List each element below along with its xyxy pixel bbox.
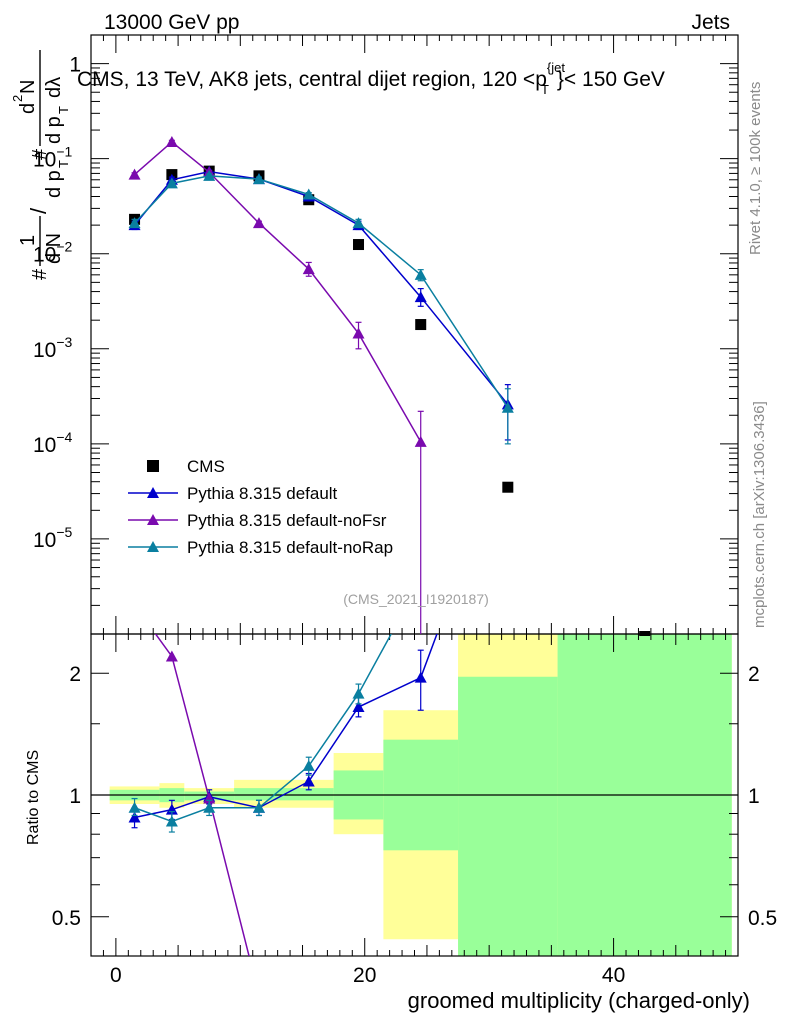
main-pythia-8-315-default-nofsr-point <box>252 217 265 229</box>
main-y-tick-label: 1 <box>69 54 81 77</box>
x-axis-label: groomed multiplicity (charged-only) <box>408 988 750 1013</box>
main-cms-point <box>353 239 365 251</box>
ratio-pythia-8-315-default-point <box>302 775 315 787</box>
main-pythia-8-315-default-norap-line <box>134 175 509 409</box>
svg-text:d p: d p <box>43 170 65 198</box>
cms-point-overflow <box>639 631 651 636</box>
y-axis-label-main: # 1 d N / d p T # d 2 N d p T dλ <box>10 50 71 280</box>
main-y-tick-label: 10−4 <box>33 429 73 457</box>
rivet-version-label: Rivet 4.1.0, ≥ 100k events <box>747 82 764 255</box>
x-tick-label: 0 <box>110 964 122 987</box>
x-tick-label: 40 <box>602 964 625 987</box>
ratio-y-tick-label: 0.5 <box>52 907 81 930</box>
legend-entry-label: Pythia 8.315 default <box>187 484 338 503</box>
main-y-tick-label: 10−5 <box>33 524 73 552</box>
axes: 1 10−1 10−2 10−3 10−4 10−5 0 20 40 0.5 0.5 1 1 2 2 <box>33 34 777 987</box>
legend-entry-label: Pythia 8.315 default-noRap <box>187 538 393 557</box>
main-y-tick-label: 10−3 <box>33 334 73 362</box>
main-pythia-8-315-default-norap-point <box>352 217 365 229</box>
ratio-pythia-8-315-default-nofsr-point <box>253 989 265 1000</box>
svg-text:N: N <box>17 80 39 94</box>
ratio-pythia-8-315-default-norap-point <box>165 815 178 827</box>
main-pythia-8-315-default-norap-point <box>165 177 178 189</box>
ratio-pythia-8-315-default-nofsr-point <box>129 599 141 610</box>
main-pythia-8-315-default-nofsr-line <box>134 140 422 443</box>
header-category: Jets <box>691 11 730 34</box>
plot-title: CMS, 13 TeV, AK8 jets, central dijet reg… <box>77 60 665 97</box>
ratio-y-tick-label-right: 2 <box>748 663 760 686</box>
ratio-pythia-8-315-default-point <box>128 811 141 823</box>
main-y-tick-label: 10−1 <box>33 144 73 172</box>
main-pythia-8-315-default-point <box>414 291 427 303</box>
legend-marker <box>147 541 159 552</box>
svg-text:d p: d p <box>43 116 65 144</box>
main-pythia-8-315-default-norap-point <box>501 401 514 413</box>
ratio-pythia-8-315-default-norap-point <box>128 801 141 813</box>
ratio-pythia-8-315-default-point <box>414 671 427 683</box>
main-pythia-8-315-default-norap-point <box>252 173 265 185</box>
x-tick-label: 20 <box>353 964 376 987</box>
main-pythia-8-315-default-line <box>133 170 509 405</box>
ratio-pythia-8-315-default-nofsr-point <box>165 650 178 662</box>
ratio-y-axis-label: Ratio to CMS <box>25 750 42 845</box>
analysis-watermark: (CMS_2021_I1920187) <box>343 591 489 607</box>
plot-title-sub: T <box>541 82 549 97</box>
ratio-series-layer <box>128 599 438 1000</box>
mcplots-label: mcplots.cern.ch [arXiv:1306.3436] <box>751 401 768 628</box>
plot-title-main: CMS, 13 TeV, AK8 jets, central dijet reg… <box>77 68 547 91</box>
main-pythia-8-315-default-norap-point <box>203 169 216 181</box>
main-pythia-8-315-default-norap-point <box>302 188 315 200</box>
main-series-layer <box>128 135 514 634</box>
main-cms-point <box>415 319 427 331</box>
svg-text:dλ: dλ <box>43 77 65 98</box>
ratio-pythia-8-315-default-norap-point <box>352 687 365 699</box>
svg-text:2: 2 <box>10 95 25 102</box>
plot-title-tail: }< 150 GeV <box>557 68 665 91</box>
legend-marker <box>147 514 159 525</box>
ratio-pythia-8-315-default-norap-point <box>252 801 265 813</box>
svg-text:T: T <box>56 160 71 168</box>
ratio-y-tick-label-right: 1 <box>748 785 760 808</box>
svg-text:#: # <box>29 148 51 160</box>
ratio-pythia-8-315-default-norap-point <box>302 759 315 771</box>
main-pythia-8-315-default-nofsr-point <box>352 327 365 339</box>
main-cms-point <box>502 481 514 493</box>
main-pythia-8-315-default-norap-point <box>128 217 141 229</box>
legend: CMS Pythia 8.315 default Pythia 8.315 defa… <box>128 457 393 557</box>
main-pythia-8-315-default-nofsr-point <box>165 135 178 147</box>
svg-text:1: 1 <box>17 235 39 246</box>
main-y-tick-label: 10−2 <box>33 239 73 267</box>
ratio-pythia-8-315-default-line <box>134 634 438 819</box>
main-pythia-8-315-default-nofsr-point <box>128 168 141 180</box>
ratio-y-tick-label-right: 0.5 <box>748 907 777 930</box>
ratio-y-tick-label: 2 <box>69 663 81 686</box>
ratio-pythia-8-315-default-nofsr-line <box>154 634 250 956</box>
main-pythia-8-315-default-norap-point <box>414 268 427 280</box>
legend-entry-label: CMS <box>187 457 225 476</box>
svg-text:#: # <box>29 268 51 280</box>
plot-title-sup: {jet <box>547 60 565 75</box>
ratio-pythia-8-315-default-norap-point <box>203 801 216 813</box>
legend-marker-cms <box>147 460 159 472</box>
overflow-marks <box>639 631 651 636</box>
svg-text:d: d <box>17 103 39 114</box>
ratio-y-tick-label: 1 <box>69 785 81 808</box>
main-pythia-8-315-default-nofsr-point <box>302 263 315 275</box>
ratio-pythia-8-315-default-point <box>352 701 365 713</box>
header-energy: 13000 GeV pp <box>104 11 239 34</box>
svg-text:d N: d N <box>43 233 65 264</box>
svg-text:T: T <box>56 106 71 114</box>
main-pythia-8-315-default-nofsr-point <box>414 435 427 447</box>
svg-text:/: / <box>26 207 51 214</box>
ratio-band-stat <box>458 676 558 956</box>
legend-marker <box>147 487 159 498</box>
legend-entry-label: Pythia 8.315 default-noFsr <box>187 511 387 530</box>
